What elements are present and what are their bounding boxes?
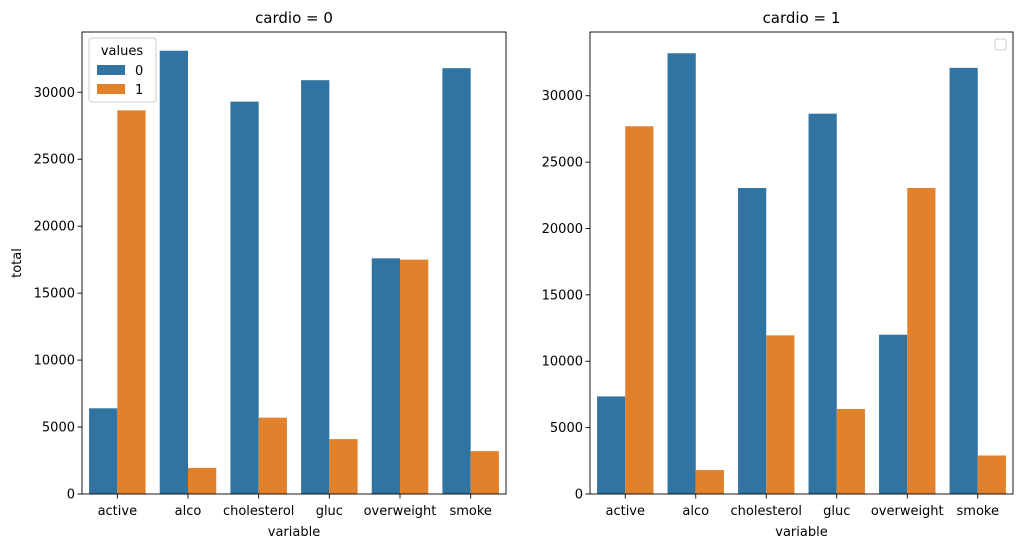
x-tick-label: smoke — [449, 504, 491, 519]
chart-panel-1: 0 5000 10000 15000 20000 25000 30000 active alco… — [542, 9, 1014, 540]
bar-cholesterol-series-1 — [766, 335, 795, 494]
bar-overweight-series-0 — [371, 258, 400, 494]
bar-overweight-series-1 — [907, 187, 936, 495]
x-tick-label: overweight — [871, 504, 944, 519]
legend-label: 1 — [135, 83, 143, 98]
bar-smoke-series-1 — [977, 455, 1006, 494]
bar-smoke-series-0 — [949, 67, 978, 494]
chart-panel-0: 0 5000 10000 15000 20000 25000 30000 active alco… — [10, 9, 507, 540]
bar-alco-series-0 — [667, 53, 696, 495]
bar-gluc-series-1 — [329, 439, 358, 494]
legend-title: values — [101, 44, 144, 59]
bar-cholesterol-series-0 — [230, 101, 259, 494]
bar-cholesterol-series-1 — [258, 417, 287, 494]
bar-gluc-series-0 — [808, 113, 837, 495]
x-tick-label: cholesterol — [731, 504, 802, 519]
chart-title: cardio = 1 — [763, 9, 841, 27]
x-axis-label: variable — [268, 525, 320, 540]
bar-smoke-series-1 — [470, 451, 499, 494]
bar-smoke-series-0 — [442, 68, 471, 494]
chart-title: cardio = 0 — [255, 9, 333, 27]
bar-gluc-series-0 — [301, 80, 330, 495]
y-tick-label: 5000 — [42, 421, 75, 436]
x-tick-label: smoke — [957, 504, 999, 519]
bar-alco-series-1 — [188, 467, 217, 494]
bar-active-series-1 — [625, 126, 654, 494]
y-tick-label: 0 — [575, 488, 583, 503]
x-tick-label: active — [98, 504, 138, 519]
y-tick-label: 15000 — [34, 287, 75, 302]
y-tick-label: 20000 — [542, 222, 583, 237]
x-tick-label: gluc — [316, 504, 343, 519]
y-tick-label: 30000 — [34, 86, 75, 101]
x-axis-label: variable — [775, 525, 827, 540]
bar-overweight-series-0 — [879, 334, 908, 494]
bar-active-series-0 — [597, 396, 626, 494]
y-tick-label: 10000 — [542, 355, 583, 370]
legend-swatch-0 — [97, 65, 125, 75]
y-tick-label: 5000 — [550, 421, 583, 436]
legend-swatch-1 — [97, 84, 125, 94]
bar-active-series-0 — [89, 408, 118, 494]
bar-alco-series-1 — [695, 470, 724, 494]
x-tick-label: alco — [682, 504, 709, 519]
x-tick-label: alco — [175, 504, 202, 519]
y-axis-label: total — [10, 248, 25, 278]
y-tick-label: 15000 — [542, 288, 583, 303]
bar-overweight-series-1 — [400, 259, 429, 494]
axes-frame — [589, 31, 1014, 495]
y-tick-label: 10000 — [34, 354, 75, 369]
legend-label: 0 — [135, 64, 143, 79]
y-tick-label: 30000 — [542, 89, 583, 104]
y-tick-label: 25000 — [542, 156, 583, 171]
x-tick-label: gluc — [823, 504, 850, 519]
x-tick-label: active — [605, 504, 645, 519]
bar-active-series-1 — [117, 110, 146, 494]
bar-alco-series-0 — [159, 50, 188, 494]
y-tick-label: 25000 — [34, 153, 75, 168]
y-tick-label: 20000 — [34, 220, 75, 235]
bar-gluc-series-1 — [836, 409, 865, 494]
legend: values 0 1 — [88, 37, 157, 103]
y-tick-label: 0 — [67, 488, 75, 503]
axes-frame — [81, 31, 507, 495]
bar-cholesterol-series-0 — [738, 187, 767, 495]
legend-box-empty — [994, 38, 1007, 51]
x-tick-label: overweight — [364, 504, 437, 519]
x-tick-label: cholesterol — [223, 504, 294, 519]
